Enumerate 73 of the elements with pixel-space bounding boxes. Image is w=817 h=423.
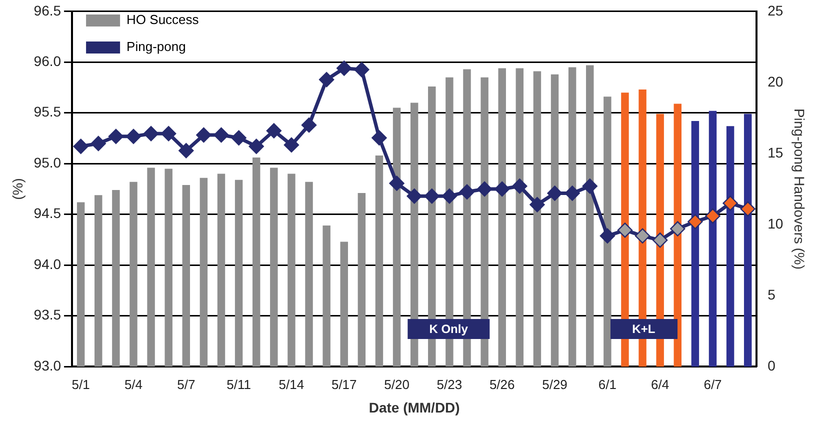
y-tick-label: 95.5 bbox=[34, 104, 62, 120]
label-tag: K+L bbox=[610, 318, 678, 339]
point bbox=[178, 143, 194, 158]
point bbox=[424, 188, 440, 204]
x-tick-label: 6/4 bbox=[651, 376, 670, 392]
point bbox=[126, 128, 142, 144]
y2-tick-label: 25 bbox=[768, 2, 784, 18]
y-tick-label: 96.0 bbox=[34, 53, 62, 69]
point bbox=[354, 62, 370, 78]
label-tag: K Only bbox=[407, 318, 490, 339]
point bbox=[688, 214, 703, 230]
point bbox=[442, 188, 458, 204]
y2-axis-title: Ping-pong Handovers (%) bbox=[792, 108, 808, 270]
x-tick-label: 6/1 bbox=[598, 376, 616, 392]
x-tick-label: 5/29 bbox=[542, 376, 568, 392]
point bbox=[634, 228, 650, 244]
point bbox=[564, 186, 580, 201]
legend-label: Ping-pong bbox=[126, 39, 186, 54]
x-tick-label: 6/7 bbox=[704, 376, 722, 392]
point bbox=[214, 127, 229, 143]
y2-tick-label: 0 bbox=[768, 357, 776, 374]
y-tick-label: 93.5 bbox=[34, 306, 62, 323]
point bbox=[547, 186, 562, 201]
point bbox=[722, 196, 738, 211]
point bbox=[512, 178, 528, 194]
point bbox=[318, 72, 334, 88]
x-tick-label: 5/26 bbox=[489, 376, 515, 392]
y2-tick-label: 5 bbox=[768, 286, 776, 302]
y2-tick-label: 15 bbox=[768, 144, 784, 160]
point bbox=[90, 136, 106, 152]
x-tick-label: 5/4 bbox=[124, 376, 143, 392]
x-tick-label: 5/11 bbox=[226, 376, 251, 392]
point bbox=[476, 181, 492, 197]
x-axis-title: Date (MM/DD) bbox=[368, 399, 460, 416]
y-tick-label: 95.0 bbox=[34, 154, 62, 170]
point bbox=[600, 228, 616, 244]
point bbox=[248, 138, 264, 154]
x-tick-label: 5/14 bbox=[278, 376, 304, 392]
point bbox=[389, 176, 404, 191]
y-tick-label: 94.0 bbox=[34, 256, 62, 272]
legend-label: HO Success bbox=[126, 12, 200, 28]
y-tick-label: 94.5 bbox=[34, 205, 62, 222]
point bbox=[372, 130, 387, 146]
point bbox=[670, 221, 686, 236]
point bbox=[494, 181, 510, 197]
point bbox=[459, 184, 475, 200]
x-tick-label: 5/7 bbox=[177, 376, 196, 392]
point bbox=[160, 126, 176, 142]
point bbox=[231, 130, 246, 146]
y-tick-label: 93.0 bbox=[34, 357, 62, 374]
x-tick-label: 5/23 bbox=[436, 376, 462, 392]
x-tick-label: 5/20 bbox=[384, 376, 410, 392]
point bbox=[652, 232, 668, 248]
point bbox=[582, 178, 598, 194]
point bbox=[266, 123, 282, 138]
y2-tick-label: 20 bbox=[768, 73, 784, 90]
point bbox=[196, 127, 212, 143]
point bbox=[336, 60, 352, 76]
y2-tick-label: 10 bbox=[768, 215, 784, 232]
point bbox=[108, 128, 124, 144]
point bbox=[301, 117, 317, 133]
point bbox=[406, 188, 422, 204]
point bbox=[705, 208, 720, 224]
y-axis-title: (%) bbox=[9, 178, 26, 200]
point bbox=[617, 222, 633, 238]
y-tick-label: 96.5 bbox=[34, 2, 62, 18]
point bbox=[530, 197, 545, 212]
point bbox=[740, 201, 756, 216]
x-tick-label: 5/1 bbox=[72, 376, 90, 392]
x-tick-label: 5/17 bbox=[331, 376, 357, 392]
point bbox=[73, 138, 88, 154]
point bbox=[284, 137, 300, 153]
point bbox=[143, 126, 159, 142]
